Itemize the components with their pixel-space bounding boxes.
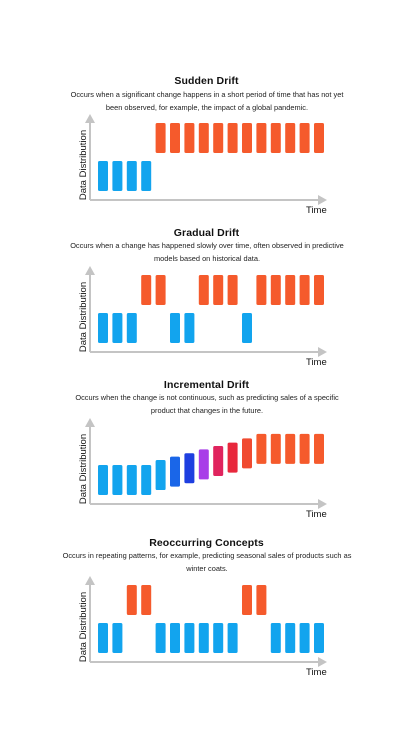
data-bar <box>285 123 296 153</box>
data-bar <box>112 161 123 191</box>
incremental-drift-diagram: Data Distribution Time <box>78 418 327 520</box>
data-bar <box>155 623 166 653</box>
x-axis-arrow-icon <box>318 657 327 667</box>
y-axis-arrow-icon <box>85 576 95 585</box>
data-bar <box>112 623 123 653</box>
data-bar <box>213 446 224 476</box>
data-bar <box>213 275 224 305</box>
data-bar <box>155 275 166 305</box>
data-bar <box>141 585 152 615</box>
data-bar <box>213 123 224 153</box>
data-bar <box>314 123 324 153</box>
y-axis-arrow-icon <box>85 418 95 427</box>
data-bar <box>184 453 195 484</box>
data-bar <box>126 313 137 343</box>
data-bar <box>141 161 152 191</box>
data-bar <box>170 313 180 343</box>
gradual-drift-diagram: Data Distribution Time <box>78 266 327 368</box>
data-bar <box>184 123 195 153</box>
data-bar <box>126 465 137 495</box>
data-bar <box>256 585 267 615</box>
data-bar <box>98 623 108 653</box>
data-bar <box>285 433 296 464</box>
data-bar <box>126 161 137 191</box>
y-axis-arrow-icon <box>85 114 95 123</box>
data-bar <box>270 123 281 153</box>
data-bar <box>198 449 209 480</box>
data-bar <box>285 623 296 653</box>
data-bar <box>299 123 310 153</box>
panel-title: Incremental Drift <box>163 379 250 391</box>
data-bar <box>198 123 209 153</box>
data-bar <box>227 275 238 305</box>
data-bar <box>170 123 180 153</box>
x-axis-label: Time <box>306 357 327 368</box>
data-bar <box>184 623 195 653</box>
panel-description: Occurs when a change has happened slowly… <box>70 241 344 263</box>
data-bar <box>299 433 310 464</box>
y-axis-label: Data Distribution <box>78 282 89 352</box>
sudden-drift-diagram: Data Distribution Time <box>78 114 327 216</box>
x-axis-arrow-icon <box>318 499 327 509</box>
data-bar <box>270 275 281 305</box>
data-bar <box>98 161 108 191</box>
data-bar <box>314 623 324 653</box>
data-bar <box>155 460 166 491</box>
data-bar <box>141 275 152 305</box>
x-axis-label: Time <box>306 509 327 520</box>
panel-title: Sudden Drift <box>174 75 239 87</box>
data-bar <box>256 123 267 153</box>
data-bar <box>155 123 166 153</box>
panel-title: Gradual Drift <box>173 227 240 239</box>
data-bar <box>170 456 180 487</box>
data-bar <box>112 313 123 343</box>
data-bar <box>126 585 137 615</box>
x-axis-arrow-icon <box>318 347 327 357</box>
data-bar <box>198 623 209 653</box>
data-bar <box>112 465 123 495</box>
data-bar <box>227 123 238 153</box>
panel-description: Occurs in repeating patterns, for exampl… <box>62 551 352 573</box>
panel-description: Occurs when the change is not continuous… <box>75 393 339 415</box>
data-bar <box>170 623 180 653</box>
x-axis-label: Time <box>306 667 327 678</box>
data-bar <box>242 438 252 469</box>
data-bar <box>227 442 238 473</box>
data-bar <box>314 433 324 464</box>
data-bar <box>270 433 281 464</box>
panel-title: Reoccurring Concepts <box>149 537 264 549</box>
data-bar <box>256 433 267 464</box>
data-bar <box>242 123 252 153</box>
data-bar <box>242 313 252 343</box>
panel-description: Occurs when a significant change happens… <box>70 90 344 112</box>
data-bar <box>213 623 224 653</box>
data-bar <box>184 313 195 343</box>
data-bar <box>141 465 152 495</box>
y-axis-arrow-icon <box>85 266 95 275</box>
data-bar <box>285 275 296 305</box>
x-axis-arrow-icon <box>318 195 327 205</box>
data-bar <box>299 275 310 305</box>
y-axis-label: Data Distribution <box>78 130 89 200</box>
y-axis-label: Data Distribution <box>78 592 89 662</box>
data-bar <box>256 275 267 305</box>
data-bar <box>314 275 324 305</box>
y-axis-label: Data Distribution <box>78 434 89 504</box>
data-bar <box>227 623 238 653</box>
data-bar <box>98 465 108 495</box>
data-bar <box>242 585 252 615</box>
data-bar <box>98 313 108 343</box>
data-bar <box>198 275 209 305</box>
data-bar <box>270 623 281 653</box>
data-bar <box>299 623 310 653</box>
reoccurring-concepts-diagram: Data Distribution Time <box>78 576 327 678</box>
x-axis-label: Time <box>306 205 327 216</box>
